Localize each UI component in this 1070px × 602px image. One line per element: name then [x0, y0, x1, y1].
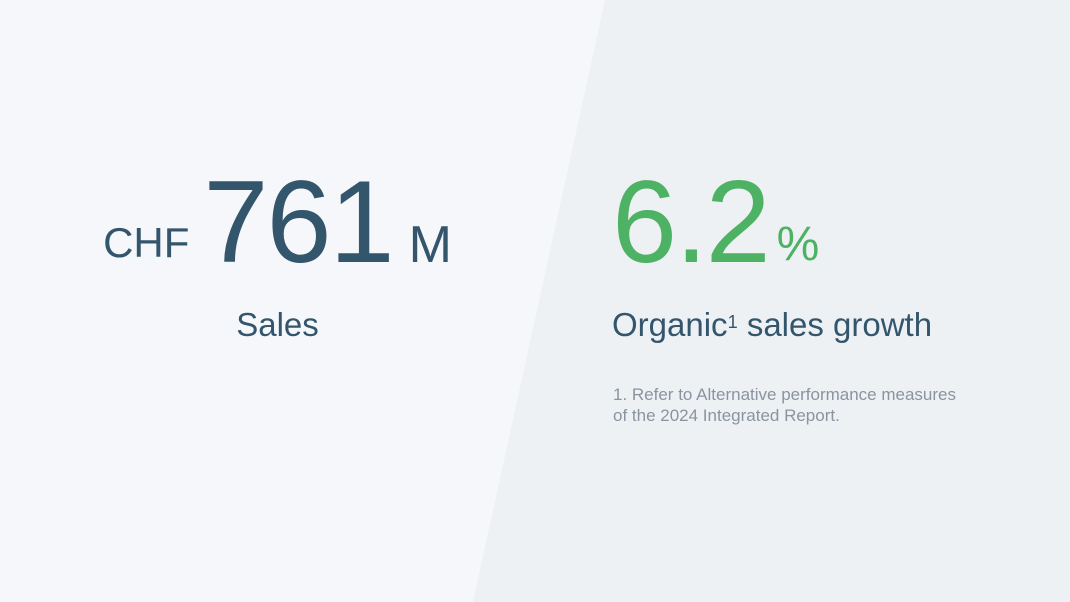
growth-stat-line: 6.2%: [612, 163, 932, 304]
growth-value: 6.2: [612, 156, 771, 287]
sales-value: 761: [203, 156, 394, 287]
sales-stat: CHF 761 M Sales: [0, 163, 555, 345]
growth-label: Organic1 sales growth: [612, 305, 932, 345]
footnote: 1. Refer to Alternative performance meas…: [613, 385, 956, 425]
growth-label-prefix: Organic: [612, 306, 728, 343]
growth-stat: 6.2% Organic1 sales growth: [612, 163, 932, 345]
sales-currency: CHF: [103, 219, 190, 266]
sales-label: Sales: [236, 306, 319, 343]
growth-label-superscript: 1: [727, 311, 738, 332]
growth-label-suffix: sales growth: [737, 306, 933, 343]
sales-stat-line: CHF 761 M: [0, 163, 555, 304]
sales-unit: M: [408, 216, 452, 274]
growth-unit-percent: %: [776, 218, 820, 271]
